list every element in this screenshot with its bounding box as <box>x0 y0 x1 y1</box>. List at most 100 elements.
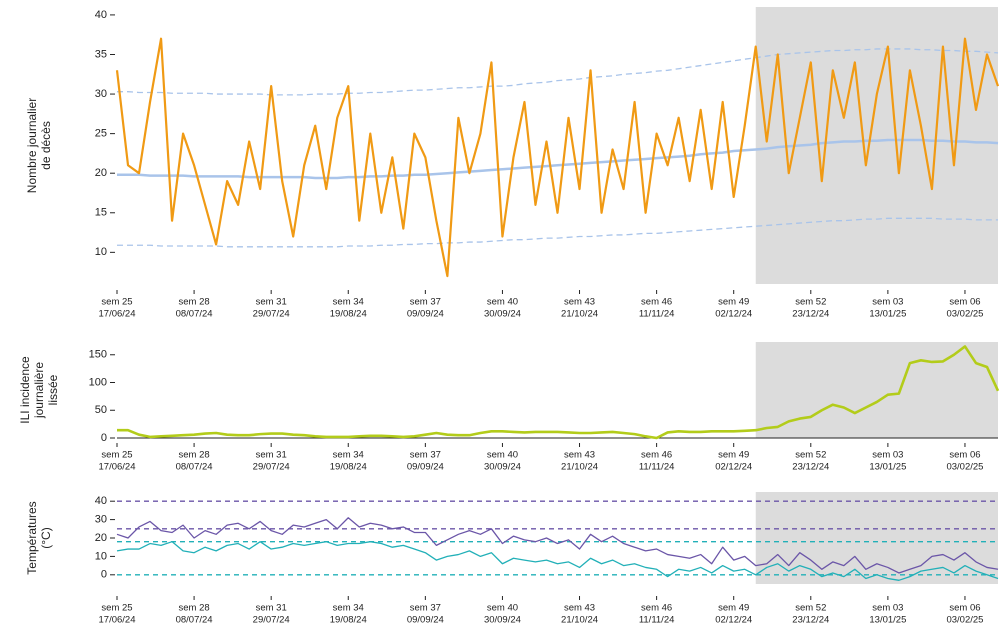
x-tick-label: sem 34 <box>333 450 364 461</box>
x-tick-label: sem 43 <box>564 603 595 614</box>
y-axis-label-line: Nombre journalier <box>25 98 39 193</box>
x-tick-date: 19/08/24 <box>330 309 367 320</box>
x-tick-date: 02/12/24 <box>715 462 752 473</box>
x-tick-date: 21/10/24 <box>561 309 598 320</box>
x-tick-label: sem 37 <box>410 450 441 461</box>
x-tick-date: 23/12/24 <box>792 615 829 626</box>
x-tick-date: 11/11/24 <box>639 462 675 473</box>
x-tick-label: sem 40 <box>487 603 518 614</box>
x-tick-date: 17/06/24 <box>99 462 136 473</box>
y-tick-label: 30 <box>95 514 107 526</box>
y-axis-label-line: de décès <box>39 121 53 170</box>
x-tick-date: 29/07/24 <box>253 462 290 473</box>
y-axis-label: ILI incidencejournalièrelissée <box>18 356 60 424</box>
forecast-shade <box>755 342 998 438</box>
x-tick-date: 23/12/24 <box>792 462 829 473</box>
x-tick-label: sem 34 <box>333 297 364 308</box>
y-axis-label: Nombre journalierde décès <box>25 98 53 193</box>
x-tick-label: sem 31 <box>256 297 287 308</box>
y-axis-label-line: Températures <box>25 501 39 574</box>
x-tick-label: sem 43 <box>564 450 595 461</box>
x-tick-label: sem 46 <box>641 450 672 461</box>
x-tick-label: sem 03 <box>872 297 903 308</box>
y-tick-label: 150 <box>89 349 107 361</box>
x-tick-label: sem 46 <box>641 603 672 614</box>
x-tick-date: 02/12/24 <box>715 309 752 320</box>
x-tick-date: 02/12/24 <box>715 615 752 626</box>
y-tick-label: 10 <box>95 246 107 258</box>
x-tick-label: sem 06 <box>949 297 980 308</box>
x-tick-date: 17/06/24 <box>99 309 136 320</box>
series-line <box>116 541 999 581</box>
series-line <box>116 517 999 574</box>
x-tick-label: sem 34 <box>333 603 364 614</box>
x-tick-label: sem 31 <box>256 603 287 614</box>
x-tick-date: 29/07/24 <box>253 309 290 320</box>
x-tick-label: sem 28 <box>179 603 210 614</box>
x-tick-date: 11/11/24 <box>639 309 675 320</box>
y-tick-label: 40 <box>95 9 107 21</box>
x-tick-label: sem 52 <box>795 603 826 614</box>
x-tick-label: sem 28 <box>179 450 210 461</box>
y-axis-label-line: (°C) <box>39 527 53 548</box>
y-tick-label: 0 <box>101 569 107 581</box>
x-tick-label: sem 03 <box>872 603 903 614</box>
y-tick-label: 0 <box>101 432 107 444</box>
x-tick-date: 19/08/24 <box>330 615 367 626</box>
x-tick-date: 13/01/25 <box>869 309 906 320</box>
x-tick-label: sem 25 <box>101 297 132 308</box>
x-tick-label: sem 40 <box>487 450 518 461</box>
x-tick-label: sem 49 <box>718 603 749 614</box>
y-tick-label: 10 <box>95 550 107 562</box>
x-tick-label: sem 37 <box>410 603 441 614</box>
x-tick-date: 09/09/24 <box>407 309 444 320</box>
x-tick-date: 13/01/25 <box>869 615 906 626</box>
y-axis-label-line: journalière <box>32 362 46 419</box>
x-tick-date: 29/07/24 <box>253 615 290 626</box>
x-tick-label: sem 46 <box>641 297 672 308</box>
y-tick-label: 100 <box>89 376 107 388</box>
x-tick-date: 30/09/24 <box>484 462 521 473</box>
x-tick-date: 03/02/25 <box>946 615 983 626</box>
x-tick-label: sem 31 <box>256 450 287 461</box>
x-tick-label: sem 06 <box>949 450 980 461</box>
x-tick-date: 03/02/25 <box>946 462 983 473</box>
series-line <box>117 48 999 96</box>
x-tick-date: 13/01/25 <box>869 462 906 473</box>
x-tick-date: 21/10/24 <box>561 462 598 473</box>
x-tick-date: 21/10/24 <box>561 615 598 626</box>
y-tick-label: 20 <box>95 167 107 179</box>
x-tick-label: sem 43 <box>564 297 595 308</box>
y-axis-label: Températures(°C) <box>25 501 53 574</box>
x-tick-label: sem 52 <box>795 450 826 461</box>
x-tick-date: 30/09/24 <box>484 615 521 626</box>
series-line <box>117 345 1000 440</box>
x-tick-date: 30/09/24 <box>484 309 521 320</box>
x-tick-date: 08/07/24 <box>176 309 213 320</box>
forecast-shade <box>755 492 998 584</box>
x-tick-date: 17/06/24 <box>99 615 136 626</box>
x-tick-date: 09/09/24 <box>407 615 444 626</box>
series-line <box>117 217 998 248</box>
x-tick-date: 08/07/24 <box>176 462 213 473</box>
x-tick-label: sem 28 <box>179 297 210 308</box>
x-tick-label: sem 49 <box>718 450 749 461</box>
x-tick-label: sem 52 <box>795 297 826 308</box>
x-tick-label: sem 25 <box>101 603 132 614</box>
x-tick-label: sem 03 <box>872 450 903 461</box>
y-axis-label-line: lissée <box>46 374 60 405</box>
series-line <box>115 37 1000 278</box>
y-axis-label-line: ILI incidence <box>18 356 32 424</box>
y-tick-label: 30 <box>95 88 107 100</box>
y-tick-label: 50 <box>95 404 107 416</box>
y-tick-label: 15 <box>95 207 107 219</box>
x-tick-date: 11/11/24 <box>639 615 675 626</box>
y-tick-label: 20 <box>95 532 107 544</box>
y-tick-label: 40 <box>95 495 107 507</box>
x-tick-date: 03/02/25 <box>946 309 983 320</box>
y-tick-label: 35 <box>95 48 107 60</box>
x-tick-date: 08/07/24 <box>176 615 213 626</box>
